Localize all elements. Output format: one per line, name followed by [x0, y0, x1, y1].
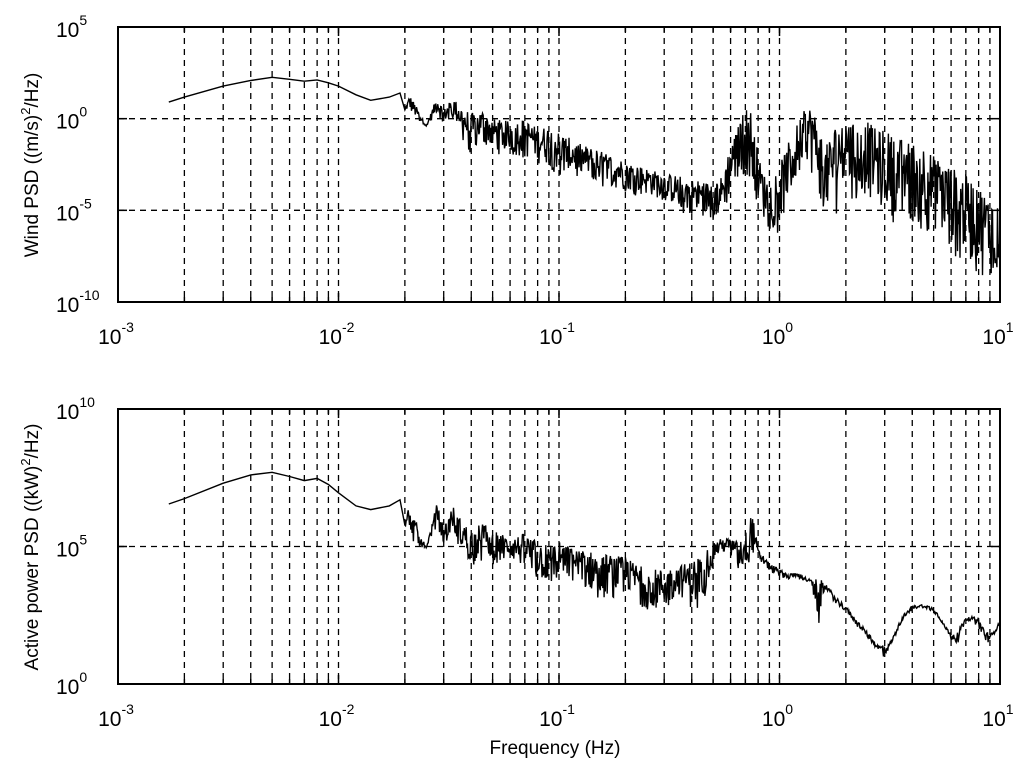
power-axes-frame	[117, 408, 1001, 685]
x-tick-label: 100	[762, 701, 793, 731]
y-tick-label: 1010	[56, 394, 95, 424]
y-tick-label: 100	[56, 669, 87, 699]
wind-psd-axes: 10-3 10-2 10-1 100 101 10-10 10-5 100 105	[56, 12, 1014, 349]
wind-y-tick-labels: 10-10 10-5 100 105	[56, 12, 100, 317]
frequency-xlabel: Frequency (Hz)	[490, 738, 621, 759]
y-tick-label: 100	[56, 104, 87, 134]
x-tick-label: 10-3	[98, 701, 134, 731]
x-tick-label: 10-1	[539, 319, 575, 349]
active-power-psd-axes: 10-3 10-2 10-1 100 101 100 105 1010	[56, 394, 1014, 731]
power-y-tick-labels: 100 105 1010	[56, 394, 95, 699]
x-tick-label: 101	[982, 701, 1013, 731]
y-tick-label: 105	[56, 12, 87, 42]
x-tick-label: 100	[762, 319, 793, 349]
wind-grid	[118, 27, 1000, 302]
x-tick-label: 101	[982, 319, 1013, 349]
x-tick-label: 10-2	[319, 701, 355, 731]
active-power-psd-ylabel: Active power PSD ((kW)2/Hz)	[18, 424, 43, 671]
y-tick-label: 105	[56, 532, 87, 562]
power-x-tick-labels: 10-3 10-2 10-1 100 101	[98, 701, 1014, 731]
power-psd-line	[168, 471, 1000, 657]
x-tick-label: 10-1	[539, 701, 575, 731]
x-tick-label: 10-3	[98, 319, 134, 349]
x-tick-label: 10-2	[319, 319, 355, 349]
wind-psd-line	[168, 76, 1000, 276]
y-tick-label: 10-5	[56, 195, 92, 225]
wind-x-tick-labels: 10-3 10-2 10-1 100 101	[98, 319, 1014, 349]
wind-psd-ylabel: Wind PSD ((m/s)2/Hz)	[18, 73, 43, 258]
wind-axes-frame	[117, 26, 1001, 303]
y-tick-label: 10-10	[56, 287, 100, 317]
